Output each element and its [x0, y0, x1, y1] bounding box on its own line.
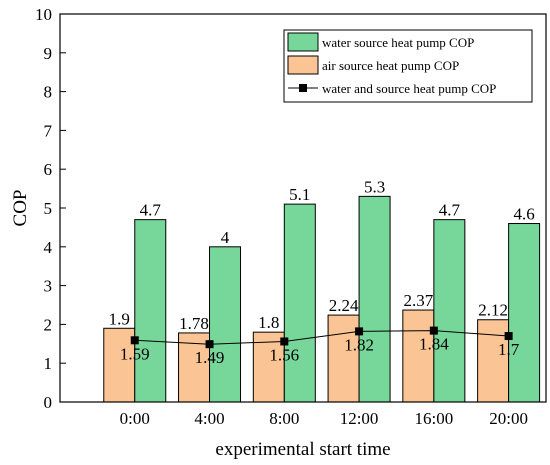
y-tick-label-2: 2: [44, 315, 53, 334]
line-series: [130, 326, 513, 349]
y-tick-label-3: 3: [44, 277, 53, 296]
y-tick-label-5: 5: [44, 199, 53, 218]
y-axis-title: COP: [10, 190, 31, 227]
data-label-air-1: 1.78: [179, 314, 209, 333]
x-axis-ticks: 0:00 4:00 8:00 12:00 16:00 20:00: [120, 396, 528, 428]
legend-swatch-0: [287, 32, 319, 52]
x-axis-title: experimental start time: [215, 439, 390, 460]
data-label-combo-5: 1.7: [498, 340, 520, 359]
legend: water source heat pump COP air source hea…: [283, 29, 533, 103]
bar-water-1: [209, 246, 242, 403]
plot-frame: [59, 13, 547, 403]
y-tick-label-1: 1: [44, 354, 53, 373]
bar-air-3: [327, 314, 360, 403]
bar-water-2: [283, 203, 316, 403]
data-label-water-3: 5.3: [364, 177, 385, 196]
x-tick-label-1: 4:00: [194, 409, 224, 428]
data-label-combo-3: 1.82: [344, 335, 374, 354]
combo-marker-0: [130, 336, 139, 345]
legend-swatch-1: [287, 55, 319, 75]
data-label-water-4: 4.7: [439, 201, 461, 220]
bar-water-3: [358, 195, 391, 403]
y-tick-label-8: 8: [44, 83, 53, 102]
data-label-air-5: 2.12: [478, 301, 508, 320]
x-tick-label-4: 16:00: [414, 409, 453, 428]
data-label-air-3: 2.24: [329, 296, 359, 315]
data-label-water-5: 4.6: [513, 205, 534, 224]
y-tick-label-6: 6: [44, 160, 53, 179]
bars: [103, 195, 541, 403]
y-tick-label-9: 9: [44, 44, 53, 63]
combo-marker-4: [429, 326, 438, 335]
legend-swatch-marker-2: [299, 84, 307, 92]
y-tick-label-0: 0: [44, 393, 53, 412]
data-label-water-0: 4.7: [140, 201, 162, 220]
legend-box: [283, 29, 533, 103]
combo-marker-3: [355, 327, 364, 336]
data-label-combo-2: 1.56: [269, 345, 299, 364]
y-axis-ticks: 0 1 2 3 4 5 6 7 8 9 10: [35, 5, 66, 412]
combo-line: [134, 330, 509, 345]
data-label-air-0: 1.9: [109, 309, 130, 328]
bar-water-0: [134, 219, 167, 403]
bar-air-5: [477, 319, 510, 403]
y-tick-label-4: 4: [44, 238, 53, 257]
data-label-combo-1: 1.49: [195, 348, 225, 367]
y-tick-label-7: 7: [44, 121, 53, 140]
y-tick-label-10: 10: [35, 5, 52, 24]
x-tick-label-0: 0:00: [120, 409, 150, 428]
combo-marker-2: [280, 337, 289, 346]
legend-label-2: water and source heat pump COP: [322, 81, 496, 96]
data-label-water-2: 5.1: [289, 185, 310, 204]
data-labels: 1.9 4.7 1.78 4 1.8 5.1 2.24 5.3 2.37 4.7 2.12 4.6 1.…: [109, 177, 535, 367]
legend-label-0: water source heat pump COP: [322, 35, 474, 50]
data-label-air-2: 1.8: [258, 313, 279, 332]
data-label-combo-4: 1.84: [419, 335, 449, 354]
combo-marker-5: [504, 332, 513, 341]
data-label-air-4: 2.37: [403, 291, 433, 310]
data-label-water-1: 4: [221, 228, 230, 247]
legend-label-1: air source heat pump COP: [322, 58, 459, 73]
x-tick-label-3: 12:00: [340, 409, 379, 428]
bar-water-5: [508, 223, 541, 403]
data-label-combo-0: 1.59: [120, 344, 150, 363]
bar-water-4: [433, 219, 466, 403]
combo-marker-1: [205, 340, 214, 349]
x-tick-label-5: 20:00: [489, 409, 528, 428]
bar-air-4: [402, 309, 435, 403]
bar-air-0: [103, 327, 136, 403]
x-tick-label-2: 8:00: [269, 409, 299, 428]
